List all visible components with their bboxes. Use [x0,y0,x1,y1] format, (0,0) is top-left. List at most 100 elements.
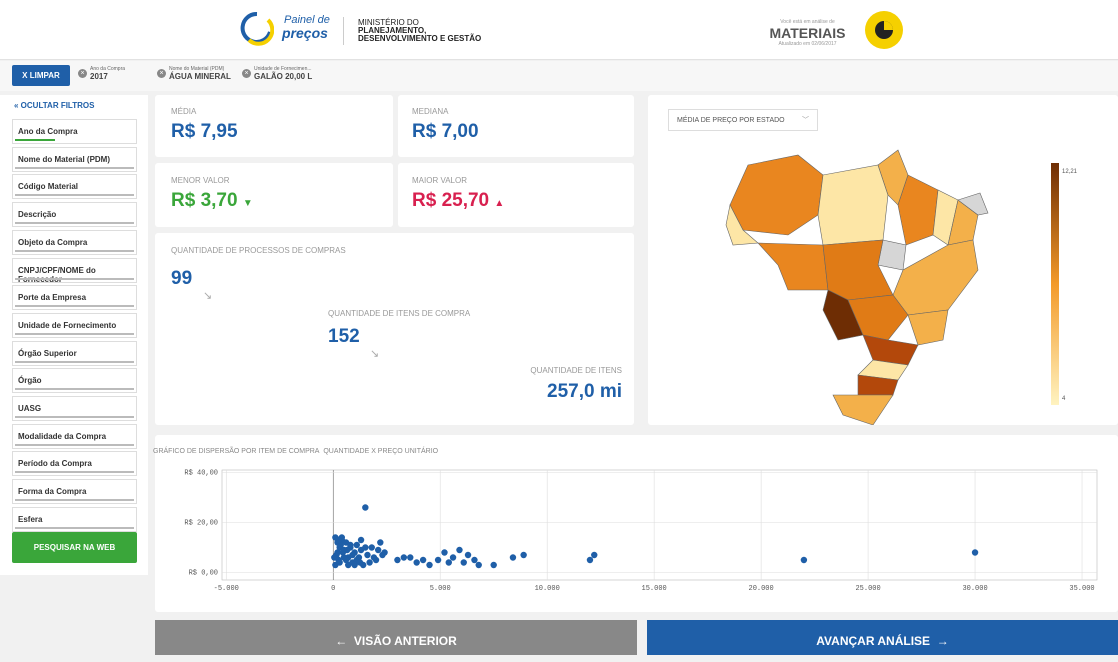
chip-close: × [78,69,87,78]
filter-bar [15,222,134,225]
map-card: MÉDIA DE PREÇO POR ESTADO ﹀ 12,21 4 [648,95,1118,425]
search-button[interactable]: PESQUISAR NA WEB [12,532,137,563]
quantity-label: QUANTIDADE DE ITENS [530,366,622,375]
quantity-label: QUANTIDADE DE ITENS DE COMPRA [328,309,471,318]
filter-item[interactable]: Nome do Material (PDM) [12,146,137,172]
filter-item[interactable]: Descrição [12,202,137,228]
context-label: Você está em análise de [780,19,835,25]
point [419,556,427,564]
chip-value: GALÃO 20,00 L [254,72,313,81]
kpi-card: MÉDIA R$ 7,95 [155,95,393,157]
point [591,551,598,559]
point [362,504,369,511]
filter-item[interactable]: Forma da Compra [12,479,137,505]
point [971,549,979,556]
filter-item[interactable]: Esfera [12,506,137,532]
map: 12,21 4 [725,149,1078,425]
ministry-line: DESENVOLVIMENTO E GESTÃO [358,34,482,43]
arrow: ↘ [203,290,213,302]
filter-bar [15,443,134,446]
kpi-value: R$ 7,00 [412,121,479,142]
point [342,556,350,564]
filter-bar [15,416,134,418]
chip-label: Nome do Material (PDM) [169,66,225,72]
filter-label: CNPJ/CPF/NOME do Fornecedor [18,265,96,284]
filter-bar [15,139,55,141]
filter-item[interactable]: Código Material [12,174,137,200]
chart-heading: GRÁFICO DE DISPERSÃO POR ITEM DE COMPRA … [153,448,438,455]
kpi-label: MEDIANA [412,107,449,116]
filter-item[interactable]: Período da Compra [12,451,137,477]
next-text: AVANÇAR ANÁLISE [816,634,931,648]
sidebar: « OCULTAR FILTROS Ano da Compra Nome do M… [0,95,148,575]
quantity-value: 99 [171,268,193,289]
map-dropdown[interactable]: MÉDIA DE PREÇO POR ESTADO ﹀ [668,109,818,131]
logo-line1: Painel de [284,14,330,26]
next-button[interactable]: AVANÇAR ANÁLISE → [647,620,1118,655]
filter-item[interactable]: UASG [12,396,137,421]
logo-line2: preços [282,25,328,41]
divider [343,17,344,45]
point [434,556,442,564]
point [509,554,517,561]
kpi-card: MAIOR VALOR R$ 25,70 ▲ [398,163,634,227]
context: MATERIAIS [769,25,846,41]
filter-item[interactable]: Ano da Compra [12,119,137,144]
point [377,539,384,546]
quantity-value: 152 [328,326,360,347]
legend-gradient [1051,163,1059,405]
filter-bar [15,194,134,197]
clear-button[interactable]: X LIMPAR [12,65,70,86]
point [471,556,478,564]
point [464,551,472,559]
filter-label: Modalidade da Compra [18,431,107,441]
point [337,541,344,549]
point [394,556,401,564]
filter-item[interactable]: Órgão Superior [12,340,137,366]
point [370,554,378,561]
filter-label: Porte da Empresa [18,293,87,303]
quantity-value: 257,0 mi [547,381,622,402]
context-icon [865,11,903,49]
filter-label: Unidade de Fornecimento [18,320,117,330]
ministry: MINISTÉRIO DO PLANEJAMENTO, DESENVOLVIME… [358,19,481,43]
kpi-label: MAIOR VALOR [412,176,467,185]
point [353,541,360,549]
chip-value: 2017 [90,72,108,81]
kpi-value-text: R$ 3,70 [171,190,238,211]
point [345,561,352,569]
filter-bar [15,388,134,391]
point [441,549,448,556]
filter-item[interactable]: CNPJ/CPF/NOME do Fornecedor [12,257,137,284]
chart-title: GRÁFICO DE DISPERSÃO POR ITEM DE COMPRA [153,448,320,455]
back-button[interactable]: ← VISÃO ANTERIOR [155,620,637,655]
x-tick-label: 30.000 [962,585,987,593]
updated: Atualizado em 02/06/2017 [778,41,837,47]
filter-label: Ano da Compra [18,127,78,136]
filter-bar [15,360,134,363]
point [351,561,358,569]
hide-filters[interactable]: « OCULTAR FILTROS [14,101,95,110]
header: Painel de preços MINISTÉRIO DO PLANEJAME… [0,0,1118,60]
legend-min: 4 [1062,396,1066,402]
hide-filters-text: OCULTAR FILTROS [20,101,95,110]
kpi-value: R$ 7,95 [171,121,238,142]
chip-close: × [242,69,251,78]
point [520,551,527,559]
chip-value: ÁGUA MINERAL [169,72,231,81]
y-tick-label: R$ 20,00 [184,520,218,528]
filter-item[interactable]: Unidade de Fornecimento [12,312,137,338]
point [343,546,351,554]
kpi-label: MÉDIA [171,107,197,116]
point [800,556,808,564]
filter-item[interactable]: Órgão [12,368,137,394]
filter-item[interactable]: Objeto da Compra [12,229,137,255]
filter-label: Órgão Superior [18,348,77,358]
logo-icon [240,11,274,46]
quantity-label: QUANTIDADE DE PROCESSOS DE COMPRAS [171,246,346,255]
filter-label: Esfera [18,514,43,524]
filter-item[interactable]: Modalidade da Compra [12,423,137,449]
arrow: ↘ [370,348,380,360]
filter-item[interactable]: Porte da Empresa [12,285,137,311]
filter-bar [15,499,134,502]
